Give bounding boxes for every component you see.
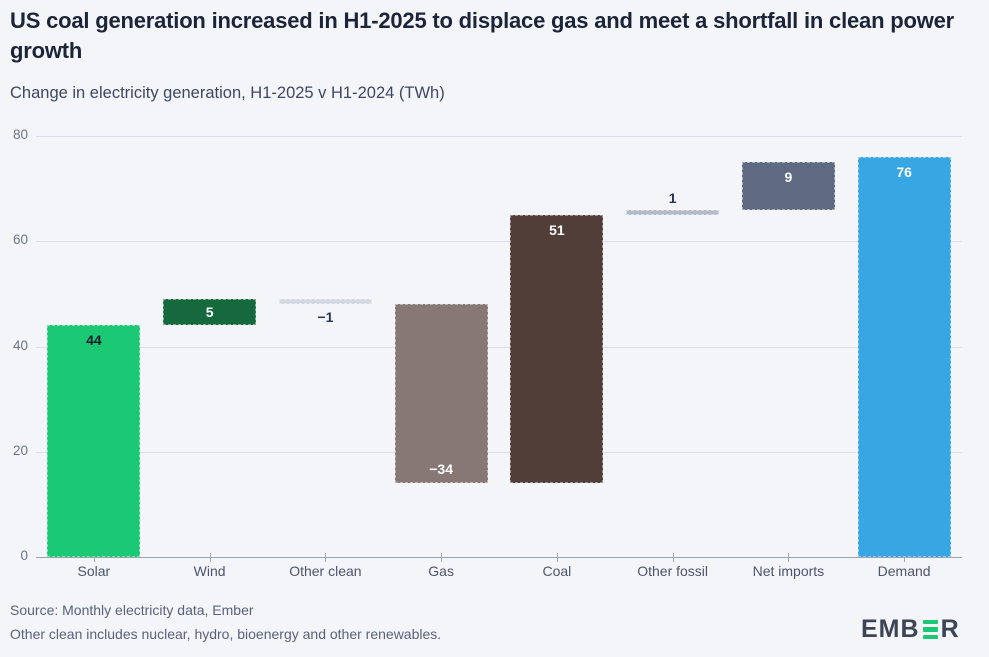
bar-gas	[394, 304, 488, 484]
gridline-80	[36, 136, 962, 137]
ember-logo-e-bar	[922, 634, 938, 640]
chart-subtitle: Change in electricity generation, H1-202…	[10, 84, 445, 102]
gridline-60	[36, 241, 962, 243]
bar-other-clean	[278, 299, 372, 305]
x-axis-label-gas: Gas	[428, 563, 454, 579]
x-axis-label-other-clean: Other clean	[289, 563, 362, 579]
bar-value-label-gas: −34	[429, 461, 453, 478]
bar-coal	[510, 214, 604, 484]
x-axis-label-other-fossil: Other fossil	[637, 563, 709, 579]
bar-value-label-wind: 5	[205, 304, 214, 321]
ember-logo-text-post: R	[940, 615, 960, 643]
x-axis-tick	[209, 553, 211, 562]
x-axis-label-solar: Solar	[77, 563, 111, 579]
y-axis-label: 0	[20, 548, 28, 563]
ember-logo: EMB R	[861, 615, 960, 644]
bar-net-imports	[741, 162, 835, 210]
footnote: Other clean includes nuclear, hydro, bio…	[10, 626, 442, 642]
bar-value-label-other-clean: −1	[317, 309, 334, 326]
y-axis-label: 60	[12, 232, 28, 248]
bar-value-label-other-fossil: 1	[668, 189, 677, 206]
x-axis-tick	[93, 553, 95, 562]
bar-demand	[857, 157, 951, 557]
x-axis-label-net-imports: Net imports	[752, 563, 825, 579]
x-axis-tick	[556, 553, 558, 562]
source-note: Source: Monthly electricity data, Ember	[10, 602, 254, 618]
x-axis-label-demand: Demand	[877, 563, 931, 579]
x-axis-tick	[904, 553, 906, 562]
x-axis-tick	[325, 553, 327, 562]
ember-logo-e-icon	[922, 619, 938, 640]
bar-value-label-coal: 51	[549, 221, 565, 238]
gridline-0	[36, 557, 962, 558]
bar-wind	[163, 299, 257, 326]
x-axis-label-coal: Coal	[542, 563, 572, 579]
bar-value-label-solar: 44	[86, 332, 102, 349]
gridline-20	[36, 451, 962, 453]
x-axis-tick	[672, 553, 674, 562]
bar-value-label-demand: 76	[896, 164, 912, 181]
x-axis-tick	[788, 553, 790, 562]
ember-logo-e-bar	[922, 627, 938, 632]
x-axis-label-wind: Wind	[193, 563, 226, 579]
bar-solar	[47, 325, 141, 557]
bar-value-label-net-imports: 9	[784, 169, 793, 186]
gridline-40	[36, 346, 962, 348]
ember-logo-e-bar	[922, 619, 938, 625]
ember-logo-text-pre: EMB	[861, 615, 920, 643]
y-axis-label: 80	[12, 127, 28, 142]
x-axis-tick	[441, 553, 443, 562]
chart-title: US coal generation increased in H1-2025 …	[10, 8, 954, 63]
y-axis-label: 40	[12, 337, 28, 353]
bar-other-fossil	[626, 209, 720, 215]
y-axis-label: 20	[12, 442, 28, 458]
